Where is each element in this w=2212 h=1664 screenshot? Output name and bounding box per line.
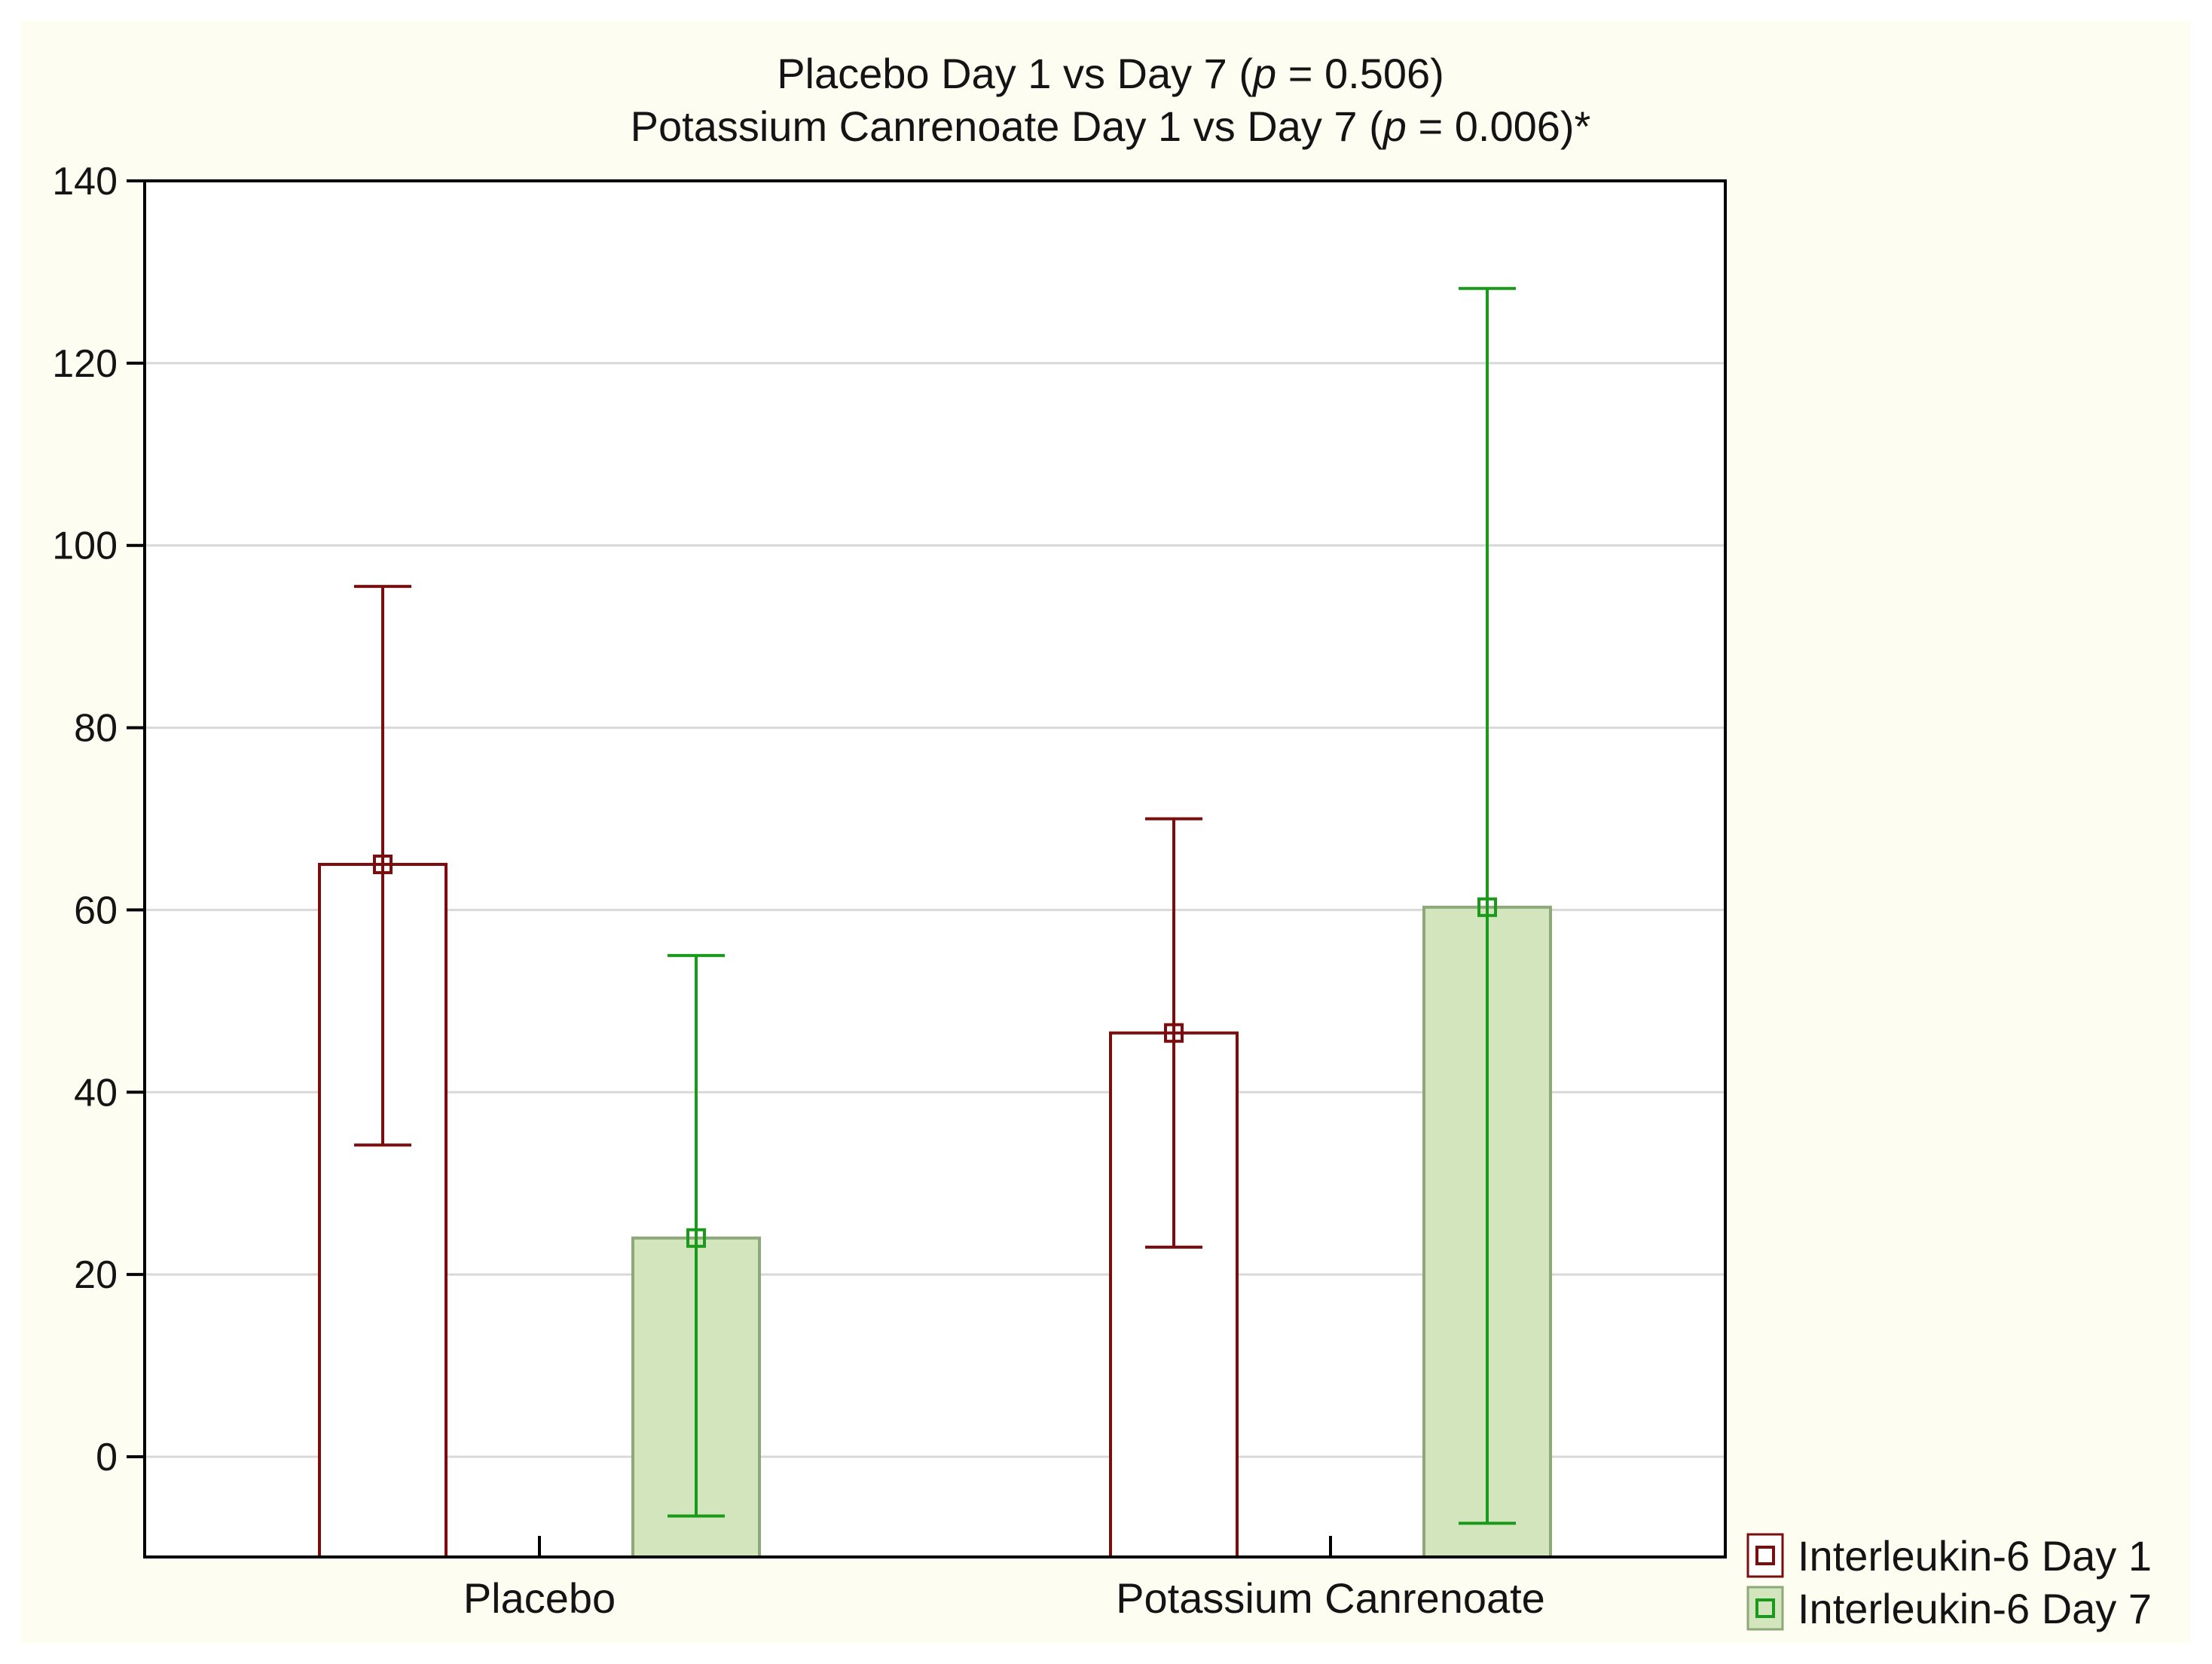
y-tick-label: 100 xyxy=(52,525,118,568)
chart-title-line: Potassium Canrenoate Day 1 vs Day 7 (p =… xyxy=(631,102,1591,150)
y-tick-label: 40 xyxy=(74,1071,118,1115)
y-tick-label: 20 xyxy=(74,1253,118,1297)
legend-label[interactable]: Interleukin-6 Day 1 xyxy=(1798,1532,2152,1580)
mean-marker xyxy=(373,854,393,874)
legend-swatch[interactable] xyxy=(1746,1533,1784,1578)
y-tick-label: 0 xyxy=(96,1436,118,1479)
title-italic-p: p xyxy=(1382,102,1407,150)
legend-label[interactable]: Interleukin-6 Day 7 xyxy=(1798,1585,2152,1632)
title-text-segment: = 0.506) xyxy=(1276,50,1444,97)
legend-marker xyxy=(1755,1546,1775,1565)
mean-marker xyxy=(1477,897,1497,917)
legend-marker xyxy=(1755,1598,1775,1618)
title-italic-p: p xyxy=(1251,50,1276,97)
x-tick-label: Placebo xyxy=(463,1574,616,1622)
legend-swatch[interactable] xyxy=(1746,1586,1784,1631)
y-tick-label: 120 xyxy=(52,342,118,386)
y-tick-label: 60 xyxy=(74,889,118,932)
mean-marker xyxy=(1164,1023,1184,1043)
y-tick-label: 80 xyxy=(74,707,118,751)
x-tick-label: Potassium Canrenoate xyxy=(1116,1574,1545,1622)
title-text-segment: = 0.006)* xyxy=(1407,102,1590,150)
mean-marker xyxy=(686,1228,706,1248)
plot-border xyxy=(143,179,1727,1558)
title-text-segment: Potassium Canrenoate Day 1 vs Day 7 ( xyxy=(631,102,1383,150)
y-tick-label: 140 xyxy=(52,160,118,203)
title-text-segment: Placebo Day 1 vs Day 7 ( xyxy=(777,50,1253,97)
chart-title-line: Placebo Day 1 vs Day 7 (p = 0.506) xyxy=(777,50,1444,97)
